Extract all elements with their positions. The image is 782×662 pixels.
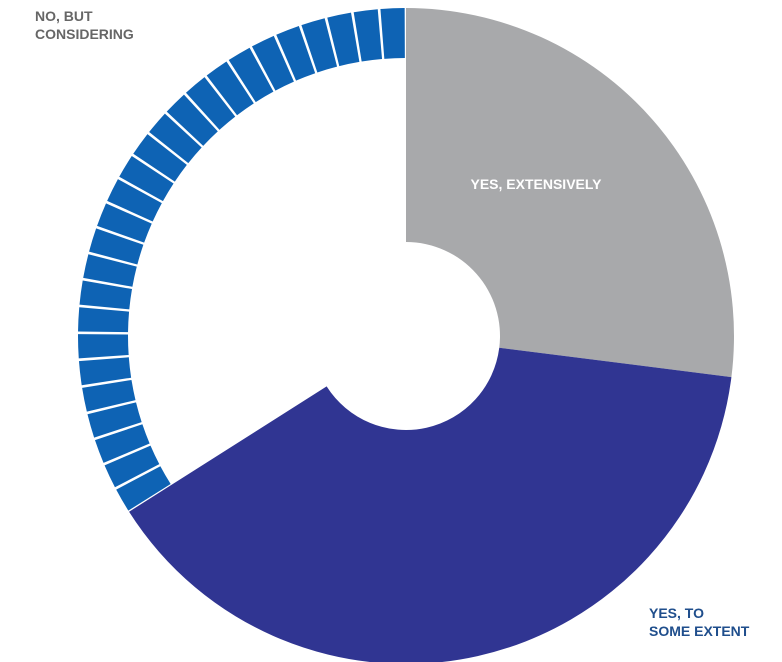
slice-label-yes-to-some-extent: YES, TO SOME EXTENT — [649, 605, 750, 639]
ring-segment — [206, 61, 254, 116]
ring-segment — [380, 8, 405, 59]
ring-segment — [82, 379, 136, 412]
ring-segment — [97, 203, 152, 243]
pie-slice-yes-extensively — [406, 8, 734, 378]
ring-segment — [185, 77, 236, 130]
ring-segment — [104, 445, 160, 488]
ring-segment — [327, 12, 360, 67]
ring-segment — [276, 25, 316, 81]
ring-segment — [251, 35, 294, 91]
ring-segment — [78, 334, 129, 359]
ring-segment — [78, 307, 130, 333]
ring-segment — [94, 424, 150, 463]
ring-segment — [353, 9, 383, 62]
ring-segment — [228, 47, 274, 103]
pie-slice-yes-to-some-extent — [129, 347, 732, 662]
slice-label-yes-extensively: YES, EXTENSIVELY — [471, 176, 603, 192]
ring-segment — [107, 179, 162, 222]
ring-segment — [89, 228, 144, 265]
ring-segment — [119, 156, 174, 202]
slice-label-no-but-considering: NO, BUT CONSIDERING — [35, 8, 134, 42]
ring-segment — [116, 466, 171, 511]
ring-segment — [149, 113, 202, 164]
pie-slice-no-but-considering — [78, 8, 405, 511]
ring-segment — [133, 134, 187, 182]
ring-segment — [301, 18, 338, 73]
ring-segment — [78, 357, 132, 386]
ring-segment — [87, 402, 142, 438]
ring-segment — [79, 280, 133, 310]
ring-segment — [166, 94, 218, 146]
ring-segment — [83, 254, 137, 287]
